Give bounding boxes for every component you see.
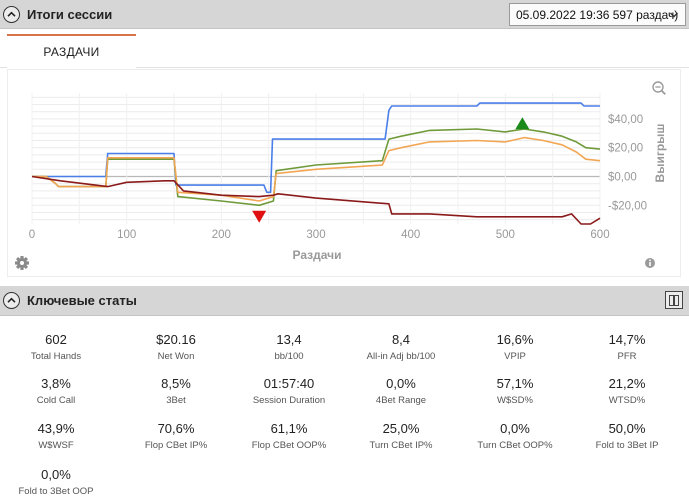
- chart-markers: [252, 117, 530, 223]
- stat-item: 25,0% Turn CBet IP%: [351, 421, 451, 452]
- series-line: [32, 102, 600, 194]
- stat-value: 3,8%: [41, 376, 71, 391]
- stat-value: $20.16: [156, 332, 196, 347]
- zoom-out-icon[interactable]: [652, 81, 666, 95]
- stat-item: 01:57:40 Session Duration: [239, 376, 339, 407]
- stat-label: Fold to 3Bet OOP: [18, 486, 94, 497]
- stat-value: 61,1%: [270, 421, 308, 436]
- series-line: [31, 175, 601, 225]
- chevron-down-icon: [670, 12, 678, 18]
- stat-label: Turn CBet IP%: [369, 440, 433, 451]
- stat-value: 13,4: [276, 332, 302, 347]
- tab-strip: РАЗДАЧИ: [0, 30, 689, 68]
- stat-label: VPIP: [504, 351, 526, 362]
- stat-value: 57,1%: [496, 376, 534, 391]
- stat-label: Session Duration: [252, 395, 326, 406]
- stat-label: W$SD%: [497, 395, 533, 406]
- stat-label: All-in Adj bb/100: [366, 351, 436, 362]
- layout-toggle-icon[interactable]: [665, 291, 683, 309]
- stat-item: 61,1% Flop CBet OOP%: [239, 421, 339, 452]
- stat-value: 01:57:40: [263, 376, 315, 391]
- stat-value: 16,6%: [496, 332, 534, 347]
- stat-value: 21,2%: [608, 376, 646, 391]
- stat-item: 57,1% W$SD%: [465, 376, 565, 407]
- y-axis-title: Выигрыш: [653, 124, 667, 183]
- stat-value: 14,7%: [608, 332, 646, 347]
- stat-label: Cold Call: [36, 395, 76, 406]
- x-axis-title: Раздачи: [293, 248, 342, 262]
- stat-item: 602 Total Hands: [6, 332, 106, 363]
- session-summary-header: Итоги сессии 05.09.2022 19:36 597 раздач…: [0, 0, 689, 29]
- stat-value: 50,0%: [608, 421, 646, 436]
- stat-item: 0,0% 4Bet Range: [351, 376, 451, 407]
- stat-item: 16,6% VPIP: [465, 332, 565, 363]
- y-tick-label: $0,00: [608, 171, 637, 183]
- stat-item: 14,7% PFR: [577, 332, 677, 363]
- session-summary-title: Итоги сессии: [27, 6, 113, 22]
- session-date-value: 05.09.2022 19:36 597 раздач): [516, 7, 679, 22]
- stat-value: 602: [45, 332, 67, 347]
- x-tick-label: 100: [117, 229, 136, 241]
- stat-label: PFR: [617, 351, 637, 362]
- stat-item: 13,4 bb/100: [239, 332, 339, 363]
- winnings-chart: 0 100 200 300 400 500 600 $40,00 $20,00 $0,00 -$20…: [7, 69, 681, 277]
- collapse-session-button[interactable]: [3, 5, 20, 23]
- info-icon[interactable]: [645, 258, 655, 268]
- stat-value: 0,0%: [500, 421, 530, 436]
- chart-series: [31, 102, 601, 225]
- x-tick-label: 600: [590, 229, 609, 241]
- tab-hands[interactable]: РАЗДАЧИ: [7, 34, 136, 68]
- chevron-up-icon: [7, 297, 16, 303]
- x-tick-label: 400: [401, 229, 420, 241]
- gear-icon[interactable]: [15, 256, 29, 270]
- stat-item: 50,0% Fold to 3Bet IP: [577, 421, 677, 452]
- stat-item: 8,4 All-in Adj bb/100: [351, 332, 451, 363]
- stat-label: WTSD%: [608, 395, 646, 406]
- stat-label: 4Bet Range: [375, 395, 427, 406]
- x-tick-label: 200: [212, 229, 231, 241]
- stat-label: Total Hands: [30, 351, 82, 362]
- stat-label: W$WSF: [38, 440, 74, 451]
- y-tick-label: $20,00: [608, 143, 643, 155]
- max-marker: [515, 117, 530, 130]
- x-tick-label: 500: [496, 229, 515, 241]
- stat-value: 25,0%: [382, 421, 420, 436]
- x-tick-label: 300: [306, 229, 325, 241]
- stat-item: 3,8% Cold Call: [6, 376, 106, 407]
- min-marker: [252, 210, 267, 223]
- stat-label: Flop CBet OOP%: [251, 440, 327, 451]
- stat-item: 70,6% Flop CBet IP%: [126, 421, 226, 452]
- stat-label: Turn CBet OOP%: [477, 440, 553, 451]
- tab-hands-label: РАЗДАЧИ: [43, 45, 100, 59]
- stat-item: 21,2% WTSD%: [577, 376, 677, 407]
- key-stats-title: Ключевые статы: [27, 293, 137, 308]
- stat-item: $20.16 Net Won: [126, 332, 226, 363]
- stat-label: Flop CBet IP%: [144, 440, 208, 451]
- stat-label: bb/100: [274, 351, 304, 362]
- stat-value: 0,0%: [41, 467, 71, 482]
- key-stats-grid: 602 Total Hands $20.16 Net Won 13,4 bb/100 8,4…: [0, 317, 689, 503]
- stat-item: 0,0% Fold to 3Bet OOP: [6, 467, 106, 498]
- winnings-chart-plot: 0 100 200 300 400 500 600 $40,00 $20,00 $0,00 -$20…: [15, 81, 667, 270]
- stat-value: 0,0%: [386, 376, 416, 391]
- chart-grid: [31, 93, 601, 224]
- stat-value: 43,9%: [37, 421, 75, 436]
- stat-value: 8,5%: [161, 376, 191, 391]
- stat-label: Fold to 3Bet IP: [595, 440, 659, 451]
- stat-label: 3Bet: [166, 395, 186, 406]
- collapse-stats-button[interactable]: [3, 292, 20, 309]
- chart-axes: 0 100 200 300 400 500 600 $40,00 $20,00 $0,00 -$20…: [29, 114, 647, 241]
- stat-item: 8,5% 3Bet: [126, 376, 226, 407]
- stat-item: 43,9% W$WSF: [6, 421, 106, 452]
- stat-label: Net Won: [157, 351, 195, 362]
- chevron-up-icon: [7, 11, 16, 17]
- stat-value: 8,4: [391, 332, 411, 347]
- y-tick-label: -$20,00: [608, 200, 647, 212]
- stat-item: 0,0% Turn CBet OOP%: [465, 421, 565, 452]
- stat-value: 70,6%: [157, 421, 195, 436]
- y-tick-label: $40,00: [608, 114, 643, 126]
- session-date-select[interactable]: 05.09.2022 19:36 597 раздач): [509, 3, 686, 26]
- x-tick-label: 0: [29, 229, 35, 241]
- key-stats-header: Ключевые статы: [0, 286, 689, 316]
